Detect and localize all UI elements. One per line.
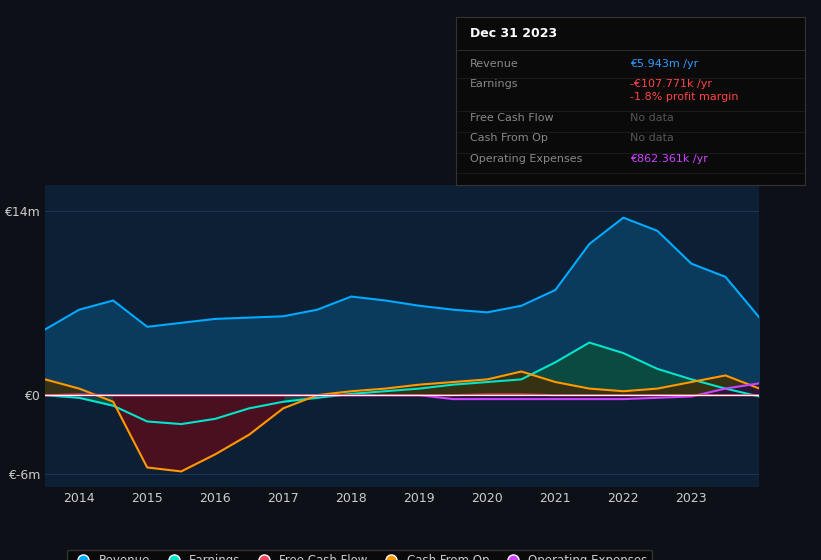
- Text: Free Cash Flow: Free Cash Flow: [470, 113, 553, 123]
- Text: Operating Expenses: Operating Expenses: [470, 153, 582, 164]
- Text: -€107.771k /yr: -€107.771k /yr: [631, 79, 712, 89]
- Text: -1.8% profit margin: -1.8% profit margin: [631, 92, 739, 102]
- Text: Cash From Op: Cash From Op: [470, 133, 548, 143]
- Text: No data: No data: [631, 113, 674, 123]
- Text: Earnings: Earnings: [470, 79, 518, 89]
- Text: €5.943m /yr: €5.943m /yr: [631, 59, 699, 69]
- Legend: Revenue, Earnings, Free Cash Flow, Cash From Op, Operating Expenses: Revenue, Earnings, Free Cash Flow, Cash …: [67, 549, 652, 560]
- Text: No data: No data: [631, 133, 674, 143]
- Text: Revenue: Revenue: [470, 59, 518, 69]
- Text: €862.361k /yr: €862.361k /yr: [631, 153, 708, 164]
- Text: Dec 31 2023: Dec 31 2023: [470, 27, 557, 40]
